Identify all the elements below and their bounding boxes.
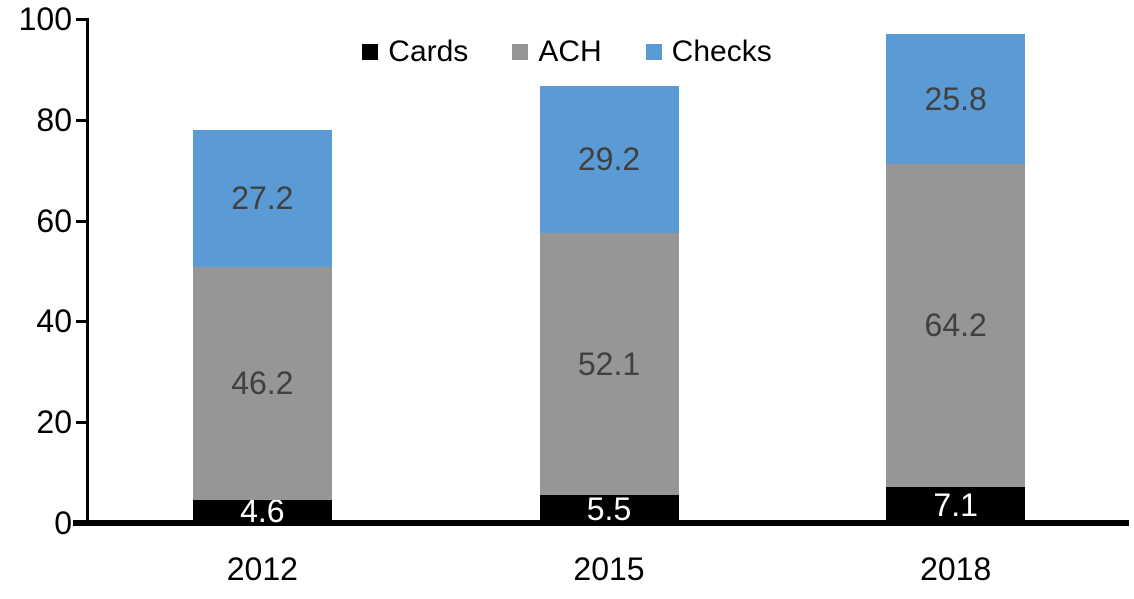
x-axis-category-label: 2015 [573,551,645,587]
bar-value-label: 4.6 [240,493,285,530]
y-axis-line [86,19,89,526]
bar-value-label: 64.2 [924,307,987,344]
y-axis-tick [76,320,89,324]
legend-swatch-icon [512,44,529,60]
y-axis-tick-label: 60 [36,202,72,239]
x-axis-line [73,520,1129,526]
bar-segment-checks-2018: 25.8 [886,33,1026,164]
bar-value-label: 25.8 [924,80,987,117]
y-axis-tick-label: 100 [18,1,72,37]
x-axis-category-label: 2012 [226,551,298,587]
x-axis-category-label: 2018 [920,551,992,587]
y-axis-tick [76,219,89,223]
y-axis-tick-label: 0 [54,505,72,541]
bar-value-label: 27.2 [231,180,294,217]
bar-value-label: 46.2 [231,365,294,402]
legend-label: Checks [671,35,772,68]
bar-value-label: 7.1 [933,487,978,524]
bar-segment-ach-2015: 52.1 [539,232,679,496]
bar-value-label: 29.2 [577,141,641,178]
bar-segment-checks-2015: 29.2 [539,85,679,233]
bar-value-label: 52.1 [577,345,641,382]
bar-segment-cards-2012: 4.6 [192,495,332,527]
chart-legend: Cards ACH Checks [0,33,1134,71]
bar-segment-ach-2018: 64.2 [886,163,1026,488]
legend-label: Cards [388,35,469,68]
legend-item-checks: Checks [645,35,772,68]
legend-item-ach: ACH [512,35,602,68]
bar-segment-checks-2012: 27.2 [192,129,332,267]
bar-segment-cards-2018: 7.1 [886,487,1026,524]
y-axis-tick [76,18,89,21]
bar-value-label: 5.5 [586,491,632,528]
y-axis-tick [76,421,89,425]
legend-swatch-icon [362,44,379,60]
y-axis-tick-label: 40 [36,303,72,340]
legend-label: ACH [538,35,602,68]
y-axis-tick-label: 20 [36,404,72,441]
legend-swatch-icon [645,44,662,60]
y-axis-tick [76,118,89,122]
y-axis-tick-label: 80 [36,101,72,138]
bar-segment-ach-2012: 46.2 [192,266,332,500]
bar-segment-cards-2015: 5.5 [539,491,679,528]
legend-item-cards: Cards [362,37,468,67]
